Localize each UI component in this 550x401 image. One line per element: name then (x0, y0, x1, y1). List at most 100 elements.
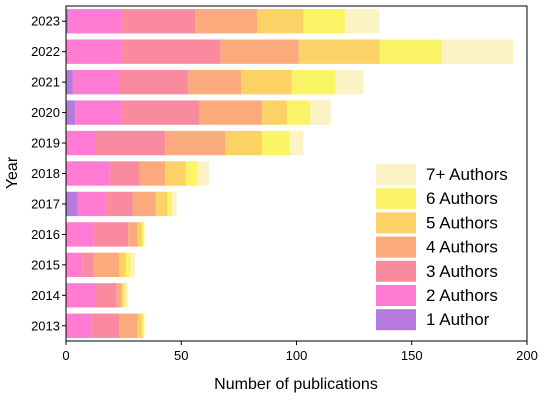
bar-segment-2022-3-authors (121, 39, 221, 64)
bar-segment-2020-7-authors (310, 100, 332, 125)
bar-segment-2021-2-authors (72, 69, 120, 95)
bar-segment-2020-5-authors (261, 100, 288, 125)
legend-swatch-7-authors (376, 164, 416, 185)
bar-segment-2019-5-authors (225, 130, 262, 156)
bar-segment-2019-7-authors (289, 130, 304, 156)
y-tick-label: 2013 (31, 318, 60, 333)
bar-segment-2018-6-authors (185, 161, 198, 186)
legend-label: 1 Author (426, 310, 490, 329)
bar-segment-2023-2-authors (68, 9, 122, 34)
bar-segment-2022-5-authors (298, 39, 380, 64)
bar-segment-2019-2-authors (66, 130, 96, 156)
bar-segment-2020-2-authors (75, 100, 122, 125)
legend-swatch-2-authors (376, 285, 416, 306)
bar-segment-2014-5-authors (121, 283, 124, 308)
bar-segment-2017-7-authors (172, 191, 177, 217)
legend-label: 5 Authors (426, 213, 498, 232)
y-axis-title: Year (4, 156, 21, 189)
bar-segment-2021-7-authors (335, 69, 364, 95)
bar-segment-2020-1-author (66, 100, 76, 125)
x-tick-label: 200 (516, 348, 538, 363)
bar-segment-2016-5-authors (137, 222, 143, 247)
bar-segment-2019-4-authors (165, 130, 226, 156)
bar-segment-2017-3-authors (105, 191, 133, 217)
bar-segment-2017-2-authors (77, 191, 106, 217)
bar-segment-2021-6-authors (291, 69, 336, 95)
y-tick-label: 2020 (31, 105, 60, 120)
bar-segment-2019-3-authors (95, 130, 166, 156)
bar-segment-2013-3-authors (91, 313, 120, 338)
bar-segment-2017-6-authors (167, 191, 173, 217)
bar-segment-2018-3-authors (109, 161, 140, 186)
x-tick-label: 100 (286, 348, 308, 363)
bar-segment-2013-6-authors (142, 313, 145, 338)
bar-segment-2023-1-author (66, 9, 69, 34)
legend-label: 4 Authors (426, 238, 498, 257)
y-tick-label: 2014 (31, 288, 60, 303)
bar-segment-2022-4-authors (220, 39, 299, 64)
y-tick-label: 2018 (31, 166, 60, 181)
bar-segment-2019-6-authors (261, 130, 290, 156)
bar-segment-2014-7-authors (125, 283, 129, 308)
legend-swatch-5-authors (376, 212, 416, 234)
y-axis-ticks: 2023 2022 2021 2020 2019 2018 2017 2016 2015 2014… (31, 14, 66, 333)
legend-swatch-1-author (376, 309, 416, 331)
bar-segment-2018-2-authors (66, 161, 110, 186)
bar-segment-2021-3-authors (119, 69, 189, 95)
bar-segment-2017-5-authors (155, 191, 168, 217)
bar-segment-2022-7-authors (441, 39, 514, 64)
bar-segment-2023-6-authors (303, 9, 345, 34)
bar-segment-2023-5-authors (257, 9, 304, 34)
bar-segment-2023-4-authors (195, 9, 258, 34)
bar-segment-2014-6-authors (123, 283, 126, 308)
y-tick-label: 2017 (31, 196, 60, 211)
bar-segment-2020-6-authors (287, 100, 311, 125)
bar-segment-2022-2-authors (66, 39, 122, 64)
bar-segment-2014-4-authors (116, 283, 122, 308)
bar-segment-2016-4-authors (128, 222, 138, 247)
bar-segment-2016-3-authors (93, 222, 129, 247)
bar-segment-2021-4-authors (188, 69, 242, 95)
bar-segment-2017-4-authors (132, 191, 156, 217)
bar-segment-2015-3-authors (82, 252, 94, 278)
legend-swatch-4-authors (376, 236, 416, 258)
legend-label: 6 Authors (426, 189, 498, 208)
x-axis-title: Number of publications (214, 376, 378, 393)
bar-segment-2021-1-author (66, 69, 73, 95)
bar-segment-2015-5-authors (119, 252, 126, 278)
bar-segment-2013-2-authors (66, 313, 92, 338)
y-tick-label: 2021 (31, 75, 60, 90)
bar-segment-2013-4-authors (119, 313, 138, 338)
legend: 7+ Authors 6 Authors 5 Authors 4 Authors 3 A… (376, 164, 508, 331)
bar-segment-2015-4-authors (93, 252, 120, 278)
bar-segment-2014-3-authors (95, 283, 117, 308)
legend-label: 3 Authors (426, 262, 498, 281)
legend-label: 2 Authors (426, 286, 498, 305)
x-tick-label: 50 (174, 348, 188, 363)
bar-segment-2015-2-authors (66, 252, 83, 278)
bar-segment-2016-6-authors (142, 222, 145, 247)
bar-segment-2016-2-authors (66, 222, 94, 247)
bar-segment-2017-1-author (66, 191, 78, 217)
legend-label: 7+ Authors (426, 165, 508, 184)
bar-segment-2022-6-authors (379, 39, 442, 64)
bar-segment-2013-5-authors (137, 313, 143, 338)
bars-layer (66, 9, 514, 338)
y-tick-label: 2023 (31, 14, 60, 29)
bar-segment-2023-3-authors (121, 9, 196, 34)
bar-segment-2020-4-authors (199, 100, 262, 125)
x-axis-ticks: 0 50 100 150 200 (62, 341, 538, 363)
bar-segment-2018-4-authors (139, 161, 166, 186)
bar-segment-2018-7-authors (197, 161, 209, 186)
bar-segment-2021-5-authors (241, 69, 292, 95)
bar-segment-2014-2-authors (66, 283, 96, 308)
bar-segment-2018-5-authors (165, 161, 186, 186)
bar-segment-2015-7-authors (130, 252, 136, 278)
bar-segment-2023-7-authors (344, 9, 380, 34)
y-tick-label: 2019 (31, 136, 60, 151)
x-tick-label: 150 (401, 348, 423, 363)
x-tick-label: 0 (62, 348, 69, 363)
legend-swatch-3-authors (376, 260, 416, 282)
y-tick-label: 2015 (31, 257, 60, 272)
